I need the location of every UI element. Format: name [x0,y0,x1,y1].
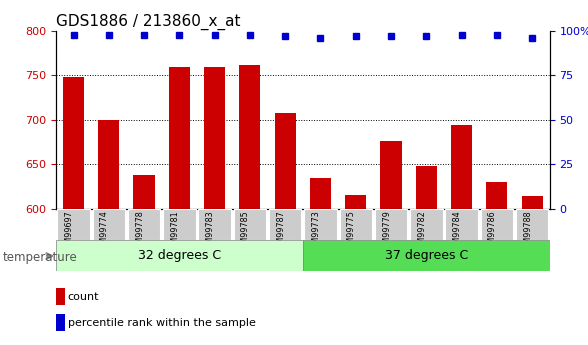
Text: temperature: temperature [3,250,78,264]
Bar [416,166,437,209]
Text: GSM99778: GSM99778 [135,210,144,254]
Bar [275,113,296,209]
Bar [98,120,119,209]
Text: GSM99781: GSM99781 [171,210,179,254]
Bar [380,141,402,209]
Bar [410,209,443,240]
Bar [233,209,266,240]
Bar [522,196,543,209]
Bar [375,209,407,240]
Text: GSM99775: GSM99775 [347,210,356,254]
Text: GSM99786: GSM99786 [488,210,497,254]
Bar [304,209,337,240]
Text: GSM99782: GSM99782 [417,210,426,254]
Text: GSM99773: GSM99773 [312,210,320,254]
Bar [63,77,84,209]
Text: count: count [68,292,99,302]
Bar [451,125,472,209]
Bar [269,209,302,240]
Bar [128,209,161,240]
Text: GSM99787: GSM99787 [276,210,285,254]
Bar [133,175,155,209]
Bar [445,209,478,240]
Text: 32 degrees C: 32 degrees C [138,249,221,262]
Text: GSM99784: GSM99784 [453,210,462,254]
Text: 37 degrees C: 37 degrees C [385,249,468,262]
Bar [163,209,196,240]
Text: GSM99788: GSM99788 [523,210,532,254]
Bar [169,67,190,209]
Text: GDS1886 / 213860_x_at: GDS1886 / 213860_x_at [56,13,240,30]
Bar [480,209,513,240]
Bar [239,65,260,209]
Text: GSM99785: GSM99785 [241,210,250,254]
Bar [516,209,549,240]
Text: GSM99774: GSM99774 [100,210,109,254]
Bar [56,240,303,271]
Bar [310,178,331,209]
Bar [57,209,90,240]
Bar [345,195,366,209]
Bar [198,209,231,240]
Bar [204,67,225,209]
Text: GSM99783: GSM99783 [206,210,215,254]
Text: percentile rank within the sample: percentile rank within the sample [68,318,256,327]
Text: GSM99697: GSM99697 [65,210,74,254]
Bar [92,209,125,240]
Bar [486,182,507,209]
Bar [303,240,550,271]
Bar [339,209,372,240]
Text: GSM99779: GSM99779 [382,210,391,254]
